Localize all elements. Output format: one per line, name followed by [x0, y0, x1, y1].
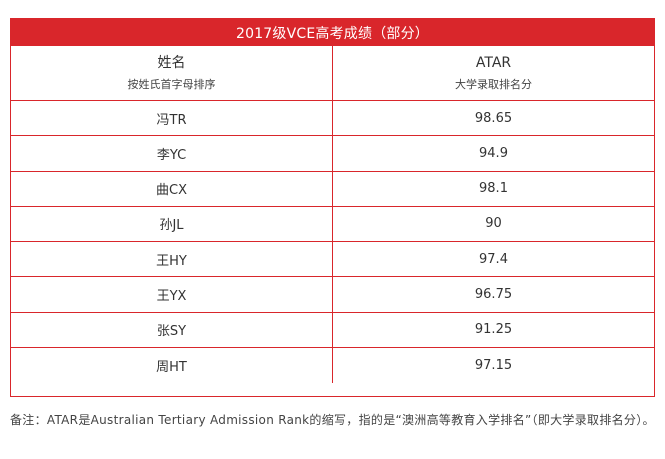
- header-name-sublabel: 按姓氏首字母排序: [127, 78, 216, 91]
- student-name-cell: 曲CX: [11, 171, 333, 206]
- atar-score-cell: 90: [485, 216, 502, 232]
- table-header-row: 姓名 按姓氏首字母排序 ATAR 大学录取排名分: [11, 46, 654, 101]
- header-atar-label: ATAR: [475, 55, 512, 71]
- atar-score-cell: 96.75: [474, 286, 513, 302]
- scores-table: 2017级VCE高考成绩（部分） 姓名 按姓氏首字母排序 ATAR 大学录取排名…: [10, 18, 655, 397]
- student-name-cell: 冯TR: [11, 101, 333, 136]
- atar-score-cell: 94.9: [479, 145, 508, 161]
- atar-score-cell: 98.65: [474, 110, 513, 126]
- header-name-column: 姓名 按姓氏首字母排序: [11, 46, 333, 100]
- table-row: 张SY 91.25: [11, 312, 654, 348]
- header-atar-sublabel: 大学录取排名分: [455, 78, 532, 91]
- atar-score-cell: 97.4: [479, 251, 508, 267]
- atar-score-cell: 98.1: [479, 181, 508, 197]
- student-name-cell: 李YC: [11, 136, 333, 171]
- header-name-label: 姓名: [157, 55, 186, 71]
- table-row: 李YC 94.9: [11, 136, 654, 172]
- student-name-cell: 张SY: [11, 312, 333, 347]
- student-name-cell: 王HY: [11, 242, 333, 277]
- table-row: 王YX 96.75: [11, 277, 654, 313]
- header-atar-column: ATAR 大学录取排名分: [333, 46, 654, 100]
- student-name-cell: 王YX: [11, 277, 333, 312]
- table-row: 曲CX 98.1: [11, 171, 654, 207]
- footnote: 备注：ATAR是Australian Tertiary Admission Ra…: [10, 413, 655, 427]
- student-name-cell: 周HT: [11, 347, 333, 383]
- table-title: 2017级VCE高考成绩（部分）: [11, 19, 654, 46]
- table-row: 冯TR 98.65: [11, 101, 654, 137]
- table-row: 孙JL 90: [11, 206, 654, 242]
- atar-score-cell: 91.25: [474, 322, 513, 338]
- student-name-cell: 孙JL: [11, 206, 333, 241]
- atar-score-cell: 97.15: [474, 357, 513, 373]
- table-row: 周HT 97.15: [11, 347, 654, 383]
- table-row: 王HY 97.4: [11, 242, 654, 278]
